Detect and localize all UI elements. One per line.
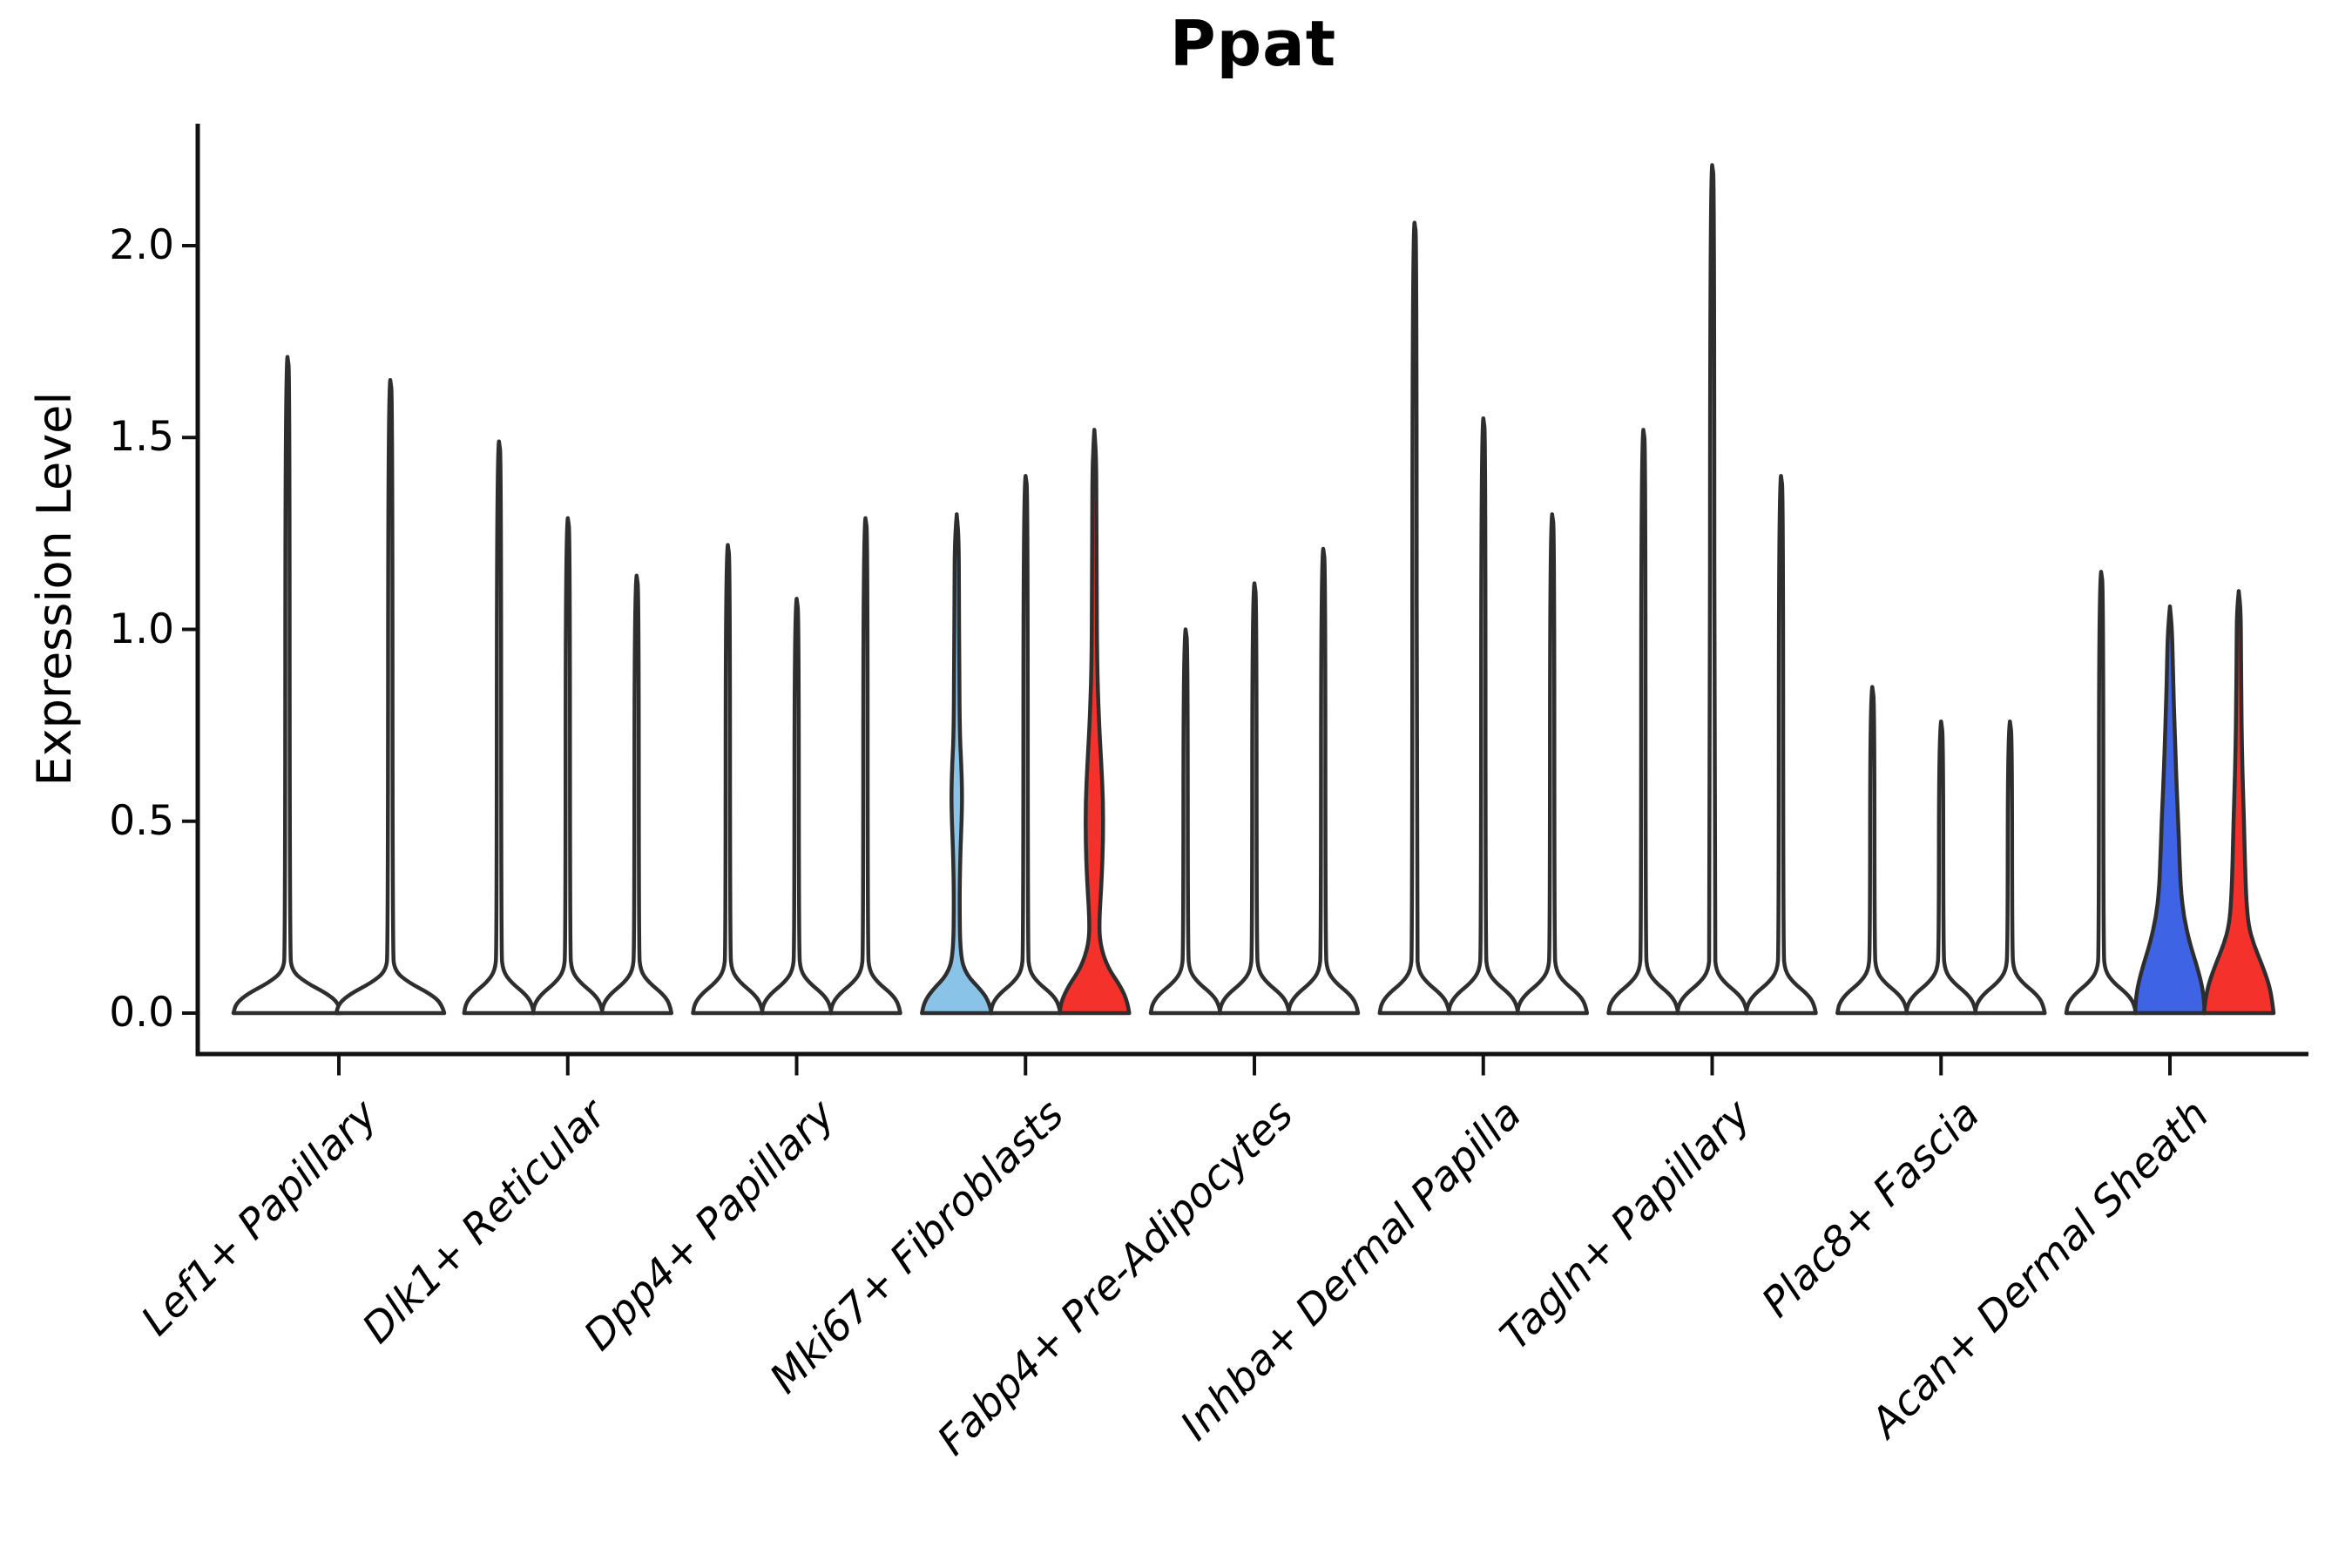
violin-white [334, 377, 447, 1016]
y-tick-label: 0.0 [109, 989, 174, 1037]
violin-white [462, 439, 537, 1016]
violin-white [2064, 570, 2139, 1016]
violin-white [1904, 719, 1978, 1016]
violin-red [1058, 428, 1132, 1016]
violin-white [760, 597, 834, 1016]
violin-white [989, 474, 1063, 1016]
y-tick-label: 0.5 [109, 796, 174, 845]
violin-white [1744, 474, 1818, 1016]
violin-white [1446, 416, 1521, 1016]
violin-white [531, 516, 605, 1016]
violin-white [231, 355, 344, 1016]
violin-white [1148, 627, 1223, 1016]
violin-white [1377, 220, 1452, 1016]
violin-white [1835, 685, 1909, 1016]
violin-white [599, 573, 674, 1016]
violin-white [691, 543, 765, 1016]
violin-white [1286, 546, 1361, 1016]
y-tick-label: 2.0 [109, 221, 174, 269]
violin-skyblue [920, 512, 994, 1016]
violin-red [2201, 589, 2276, 1016]
violin-white [1217, 581, 1292, 1016]
violin-white [1973, 719, 2047, 1016]
violin-white [1606, 428, 1680, 1016]
y-tick-label: 1.0 [109, 605, 174, 653]
violin-white [828, 516, 902, 1016]
chart-title: Ppat [1169, 7, 1337, 80]
violin-white [1515, 512, 1590, 1016]
violin-blue [2132, 604, 2207, 1016]
y-tick-label: 1.5 [109, 413, 174, 462]
violin-white [1675, 163, 1749, 1016]
